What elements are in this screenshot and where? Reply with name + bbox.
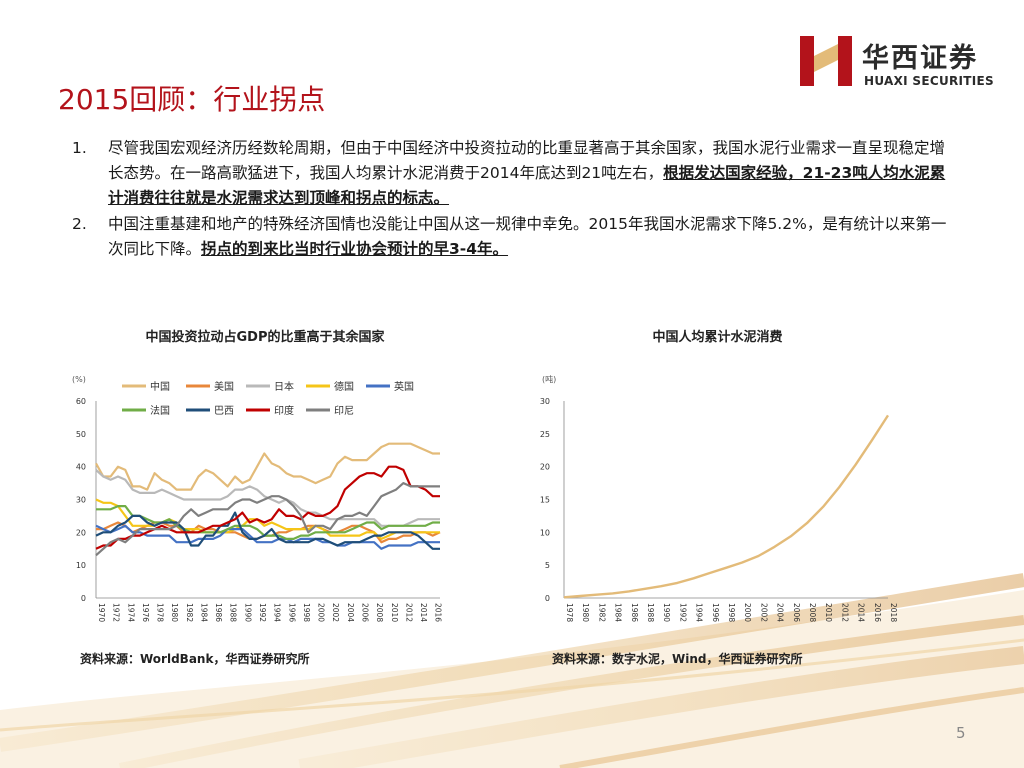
series-line	[96, 505, 440, 540]
bullet-list: 1. 尽管我国宏观经济历经数轮周期，但由于中国经济中投资拉动的比重显著高于其余国…	[72, 136, 952, 263]
x-tick-label: 1984	[199, 603, 208, 622]
x-tick-label: 1980	[581, 603, 590, 622]
y-tick-label: 30	[76, 496, 86, 505]
x-tick-label: 1996	[711, 603, 720, 622]
page-title: 2015回顾：行业拐点	[58, 83, 326, 116]
series-line	[95, 511, 440, 550]
background-swoosh	[0, 573, 1024, 768]
bullet-text: 尽管我国宏观经济历经数轮周期，但由于中国经济中投资拉动的比重显著高于其余国家，我…	[108, 139, 946, 182]
y-tick-label: 0	[81, 594, 86, 603]
series-line	[95, 442, 440, 491]
chart-source-left: 资料来源：WorldBank，华西证券研究所	[80, 652, 310, 666]
x-tick-label: 2012	[840, 603, 849, 622]
legend-label: 中国	[150, 380, 170, 393]
y-tick-label: 30	[540, 397, 550, 406]
x-tick-label: 2010	[824, 603, 833, 622]
x-tick-label: 2010	[390, 603, 399, 622]
x-tick-label: 1988	[229, 603, 238, 622]
series-line	[95, 524, 440, 550]
legend-label: 印尼	[334, 405, 354, 417]
cement-consumption-chart: (吨) 0 5 10 15 20 25 30 1978 1980 1982 1984 1986 1988 1…	[540, 374, 898, 622]
bullet-number: 2.	[72, 215, 87, 233]
x-tick-label: 1986	[630, 603, 639, 622]
chart-source-right: 资料来源：数字水泥，Wind，华西证券研究所	[552, 652, 803, 666]
x-tick-label: 1980	[170, 603, 179, 622]
x-tick-label: 1984	[614, 603, 623, 622]
x-tick-label: 2002	[331, 603, 340, 622]
x-tick-label: 2018	[889, 603, 898, 622]
y-tick-label: 60	[76, 397, 86, 406]
y-tick-label: 10	[540, 528, 550, 537]
y-tick-label: 0	[545, 594, 550, 603]
x-tick-label: 1972	[112, 603, 121, 622]
x-tick-label: 2006	[360, 603, 369, 622]
x-tick-label: 2000	[317, 603, 326, 622]
legend-label: 德国	[334, 380, 354, 393]
x-tick-label: 2008	[808, 603, 817, 622]
x-tick-label: 1978	[156, 603, 165, 622]
x-tick-label: 1994	[273, 603, 282, 622]
x-tick-label: 2012	[404, 603, 413, 622]
x-tick-label: 2014	[857, 603, 866, 622]
x-tick-label: 2004	[776, 603, 785, 622]
y-unit-label: (吨)	[542, 374, 556, 384]
x-tick-label: 2004	[346, 603, 355, 622]
x-tick-label: 2002	[759, 603, 768, 622]
y-unit-label: (%)	[72, 375, 86, 384]
legend-label: 日本	[274, 380, 294, 393]
x-tick-label: 1988	[646, 603, 655, 622]
legend-label: 英国	[394, 380, 414, 393]
x-tick-label: 1970	[97, 603, 106, 622]
x-tick-label: 2008	[375, 603, 384, 622]
series-line	[95, 481, 440, 557]
x-tick-label: 1982	[185, 603, 194, 622]
x-tick-label: 2000	[743, 603, 752, 622]
y-tick-label: 20	[540, 463, 550, 472]
x-tick-label: 1978	[565, 603, 574, 622]
x-tick-label: 1982	[597, 603, 606, 622]
x-tick-label: 1990	[662, 603, 671, 622]
legend-label: 法国	[150, 404, 170, 417]
x-tick-label: 1992	[678, 603, 687, 622]
x-tick-label: 2006	[792, 603, 801, 622]
x-tick-label: 2016	[873, 603, 882, 622]
x-tick-label: 1992	[258, 603, 267, 622]
y-tick-label: 10	[76, 561, 86, 570]
page-number: 5	[956, 724, 966, 742]
x-tick-label: 2016	[434, 603, 443, 622]
investment-share-line-chart: (%) 0 10 20 30 40 50 60 1970 1972 1974 1976 1978 1980…	[72, 375, 443, 622]
y-tick-label: 5	[545, 561, 550, 570]
chart-title-cement-consumption: 中国人均累计水泥消费	[652, 330, 783, 345]
x-tick-label: 1986	[214, 603, 223, 622]
huaxi-logo-mark-icon	[800, 36, 852, 86]
bullet-text: 中国注重基建和地产的特殊经济国情也没能让中国从这一规律中幸免。2015年我国水泥…	[108, 215, 947, 258]
x-tick-label: 1994	[695, 603, 704, 622]
legend-label: 巴西	[214, 405, 234, 417]
chart-title-investment-share: 中国投资拉动占GDP的比重高于其余国家	[145, 330, 385, 345]
bullet-number: 1.	[72, 139, 87, 157]
y-tick-label: 20	[76, 528, 86, 537]
x-tick-label: 1974	[126, 603, 135, 622]
logo-chinese-name: 华西证券	[862, 43, 978, 74]
legend-label: 美国	[214, 380, 234, 393]
x-tick-label: 1998	[302, 603, 311, 622]
logo-english-name: HUAXI SECURITIES	[864, 74, 994, 88]
x-tick-label: 1990	[243, 603, 252, 622]
y-tick-label: 50	[76, 430, 86, 439]
bullet-emphasis: 拐点的到来比当时行业协会预计的早3-4年。	[201, 240, 509, 258]
company-logo: 华西证券 HUAXI SECURITIES	[800, 30, 1000, 92]
bullet-emphasis: 根据发达国家经验，21-23吨人均水泥累计消费往往就是水泥需求达到顶峰和拐点的标…	[108, 164, 946, 207]
x-tick-label: 2014	[419, 603, 428, 622]
x-tick-label: 1976	[141, 603, 150, 622]
legend-label: 印度	[274, 404, 294, 417]
y-tick-label: 25	[540, 430, 550, 439]
y-tick-label: 15	[540, 496, 550, 505]
x-tick-label: 1996	[287, 603, 296, 622]
series-line	[563, 414, 890, 599]
y-tick-label: 40	[76, 463, 86, 472]
x-tick-label: 1998	[727, 603, 736, 622]
bullet-item: 1. 尽管我国宏观经济历经数轮周期，但由于中国经济中投资拉动的比重显著高于其余国…	[72, 136, 952, 211]
bullet-item: 2. 中国注重基建和地产的特殊经济国情也没能让中国从这一规律中幸免。2015年我…	[72, 212, 952, 262]
